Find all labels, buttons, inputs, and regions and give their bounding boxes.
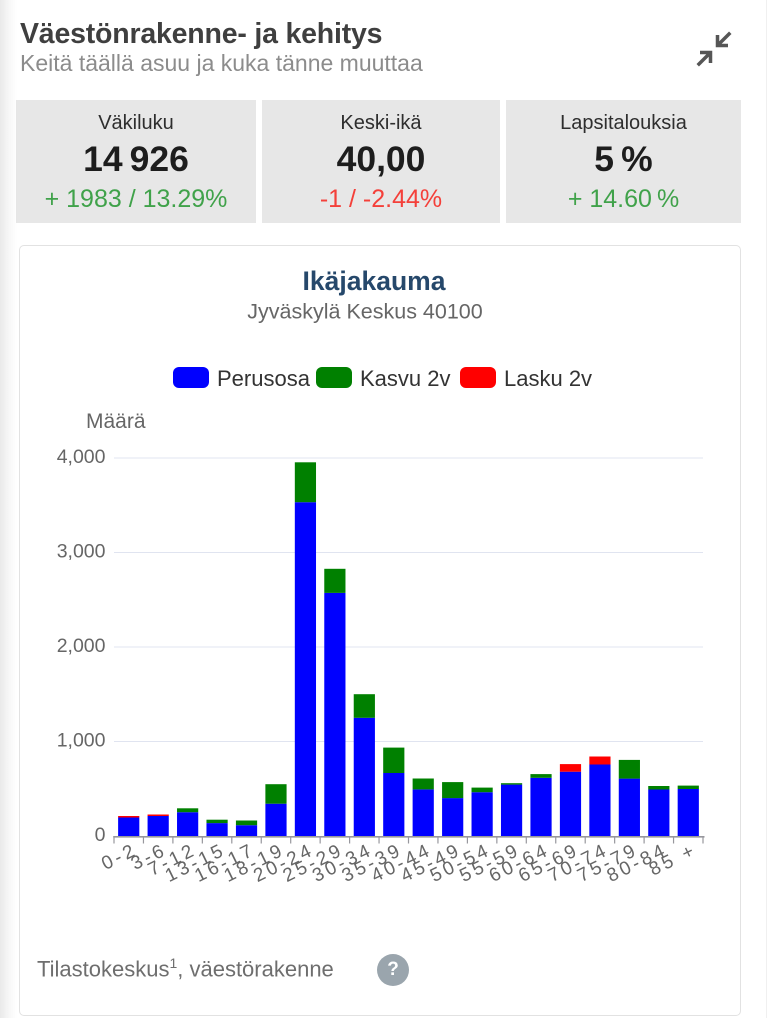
svg-text:Ikäjakauma: Ikäjakauma bbox=[303, 266, 446, 296]
svg-text:3,000: 3,000 bbox=[57, 540, 106, 562]
svg-text:Määrä: Määrä bbox=[86, 410, 146, 433]
svg-text:2,000: 2,000 bbox=[57, 635, 106, 657]
svg-text:4,000: 4,000 bbox=[57, 446, 106, 468]
svg-text:Jyväskylä Keskus 40100: Jyväskylä Keskus 40100 bbox=[247, 300, 482, 324]
svg-text:Lasku 2v: Lasku 2v bbox=[504, 366, 592, 391]
svg-text:Kasvu 2v: Kasvu 2v bbox=[360, 366, 451, 391]
svg-text:1,000: 1,000 bbox=[57, 729, 106, 751]
svg-text:0: 0 bbox=[95, 824, 106, 846]
svg-text:Perusosa: Perusosa bbox=[217, 366, 311, 391]
